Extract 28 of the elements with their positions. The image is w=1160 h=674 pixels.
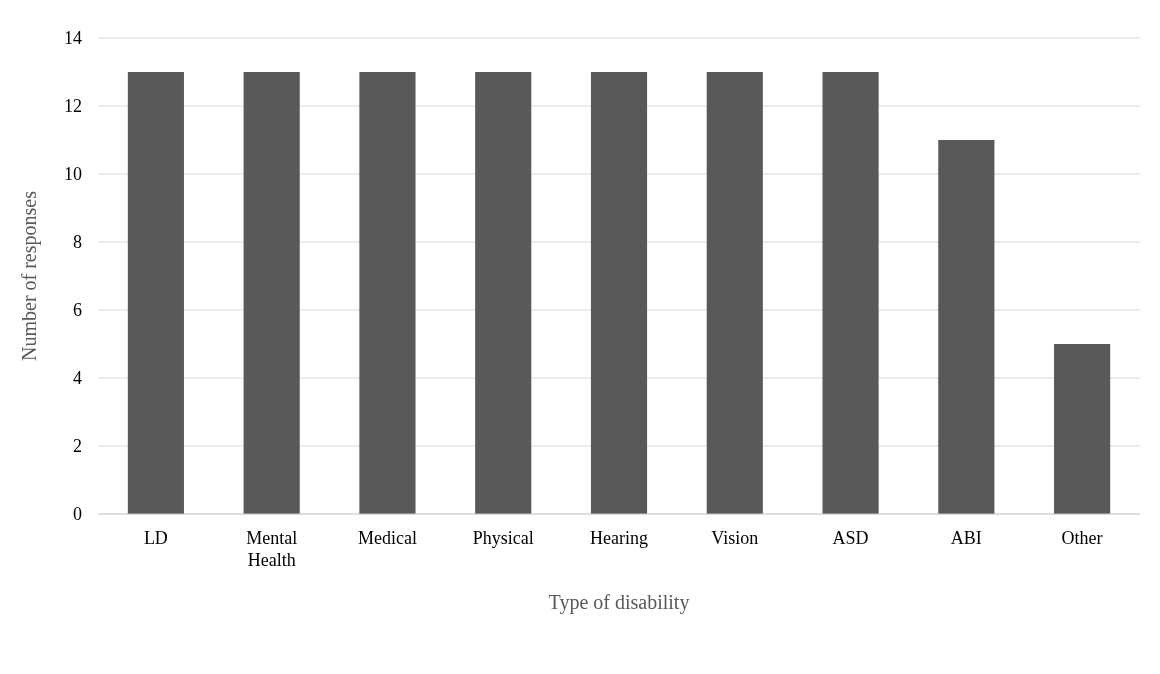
bar bbox=[706, 72, 763, 514]
y-tick-label: 0 bbox=[73, 504, 82, 525]
x-tick-label: LD bbox=[143, 528, 168, 548]
x-tick-label: Physical bbox=[472, 528, 534, 548]
bar bbox=[127, 72, 184, 514]
y-tick-label: 4 bbox=[73, 368, 82, 389]
y-tick-label: 2 bbox=[73, 436, 82, 457]
y-tick-label: 12 bbox=[64, 96, 82, 117]
y-tick-label: 6 bbox=[73, 300, 82, 321]
x-tick-label: Vision bbox=[711, 528, 759, 548]
x-tick-label: ASD bbox=[832, 528, 869, 548]
bar bbox=[938, 140, 995, 514]
bar bbox=[359, 72, 416, 514]
x-tick-label: Medical bbox=[357, 528, 417, 548]
y-axis-title: Number of responses bbox=[18, 190, 41, 361]
bar bbox=[1054, 344, 1111, 514]
bar bbox=[590, 72, 648, 514]
y-tick-label: 14 bbox=[64, 28, 82, 49]
bar bbox=[822, 72, 879, 514]
bar bbox=[243, 72, 300, 514]
x-tick-label: Hearing bbox=[590, 528, 648, 548]
y-tick-label: 8 bbox=[73, 232, 82, 253]
y-tick-label: 10 bbox=[64, 164, 82, 185]
x-axis-title: Type of disability bbox=[548, 591, 690, 614]
x-tick-label: Other bbox=[1061, 528, 1103, 548]
bar bbox=[475, 72, 532, 514]
x-tick-label: Mental Health bbox=[246, 528, 298, 570]
x-tick-label: ABI bbox=[950, 528, 982, 548]
